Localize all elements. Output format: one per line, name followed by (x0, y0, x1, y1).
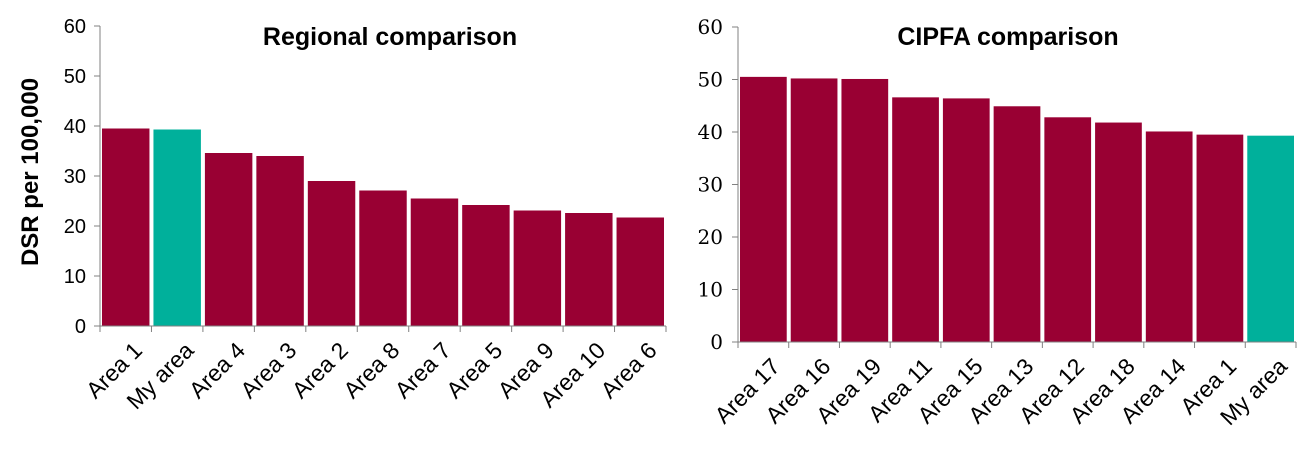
bar-area-16 (790, 78, 838, 342)
y-tick-label: 50 (698, 68, 723, 92)
x-tick-label: Area 2 (287, 337, 353, 403)
bar-area-3 (256, 156, 304, 326)
bar-area-15 (942, 98, 990, 343)
y-tick-label: 30 (64, 166, 86, 188)
bar-area-1 (102, 128, 150, 326)
y-tick-label: 60 (64, 16, 86, 38)
y-tick-label: 0 (710, 330, 723, 354)
x-tick-label: Area 7 (390, 337, 456, 403)
bar-area-13 (993, 106, 1041, 343)
y-tick-label: 20 (698, 225, 723, 249)
bar-area-8 (359, 190, 407, 326)
bar-area-19 (841, 78, 889, 342)
bar-area-14 (1145, 131, 1193, 342)
bar-area-1 (1196, 134, 1244, 342)
x-tick-label: Area 4 (184, 337, 250, 403)
x-tick-label: Area 5 (441, 337, 507, 403)
x-tick-label: Area 8 (338, 337, 404, 403)
chart-1: Regional comparison DSR per 100,000 0 10 20 3… (17, 16, 667, 414)
y-tick-label: 0 (75, 316, 86, 338)
x-tick-label: Area 6 (595, 337, 661, 403)
bar-area-12 (1044, 117, 1092, 342)
bar-area-9 (513, 210, 562, 326)
y-tick-label: 20 (64, 216, 86, 238)
y-tick-label: 60 (698, 15, 723, 39)
bar-area-18 (1095, 122, 1142, 342)
y-tick-label: 10 (64, 266, 86, 288)
bar-area-6 (616, 217, 664, 326)
bar-my-area (1247, 135, 1294, 342)
y-tick-label: 40 (698, 120, 723, 144)
chart-title: CIPFA comparison (897, 23, 1118, 51)
y-tick-label: 50 (64, 66, 86, 88)
y-tick-label: 40 (64, 116, 86, 138)
bar-area-10 (565, 213, 613, 326)
chart-title: Regional comparison (263, 23, 517, 51)
bar-area-11 (892, 97, 939, 342)
bar-area-5 (462, 205, 510, 326)
bar-my-area (153, 129, 201, 326)
y-tick-label: 30 (698, 173, 723, 197)
bar-area-7 (410, 198, 459, 326)
x-tick-label: Area 3 (235, 337, 301, 403)
bar-area-4 (204, 153, 253, 326)
y-tick-label: 10 (698, 278, 723, 302)
y-axis-title: DSR per 100,000 (17, 78, 44, 266)
bar-area-17 (740, 76, 787, 342)
bar-area-2 (307, 181, 356, 326)
